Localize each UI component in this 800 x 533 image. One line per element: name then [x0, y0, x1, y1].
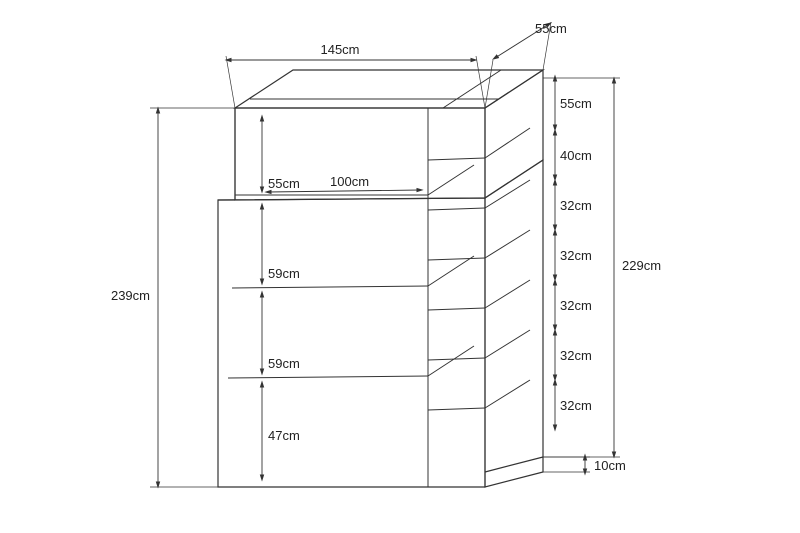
dim-left-column: 55cm 100cm 59cm 59cm 47cm	[262, 118, 420, 478]
label-top-width: 145cm	[320, 42, 359, 57]
dim-base-depth: 10cm	[543, 457, 626, 473]
label-55-left: 55cm	[268, 176, 300, 191]
label-r40: 40cm	[560, 148, 592, 163]
label-r32a: 32cm	[560, 198, 592, 213]
dim-right-column: 55cm 40cm 32cm 32cm 32cm 32cm 32cm	[555, 78, 592, 428]
label-r32b: 32cm	[560, 248, 592, 263]
label-top-depth: 55cm	[535, 21, 567, 36]
label-r55: 55cm	[560, 96, 592, 111]
label-47: 47cm	[268, 428, 300, 443]
label-base-depth: 10cm	[594, 458, 626, 473]
label-59b: 59cm	[268, 356, 300, 371]
label-100cm: 100cm	[330, 174, 369, 189]
dim-top-depth: 55cm	[485, 21, 567, 108]
label-overall-height: 239cm	[111, 288, 150, 303]
label-r32e: 32cm	[560, 398, 592, 413]
label-inner-height: 229cm	[622, 258, 661, 273]
dim-overall-height: 239cm	[111, 108, 235, 487]
dim-top-width: 145cm	[226, 42, 485, 108]
furniture-diagram: 145cm 55cm 239cm 229cm 10cm 55cm 100cm	[0, 0, 800, 533]
label-r32d: 32cm	[560, 348, 592, 363]
label-r32c: 32cm	[560, 298, 592, 313]
label-59a: 59cm	[268, 266, 300, 281]
